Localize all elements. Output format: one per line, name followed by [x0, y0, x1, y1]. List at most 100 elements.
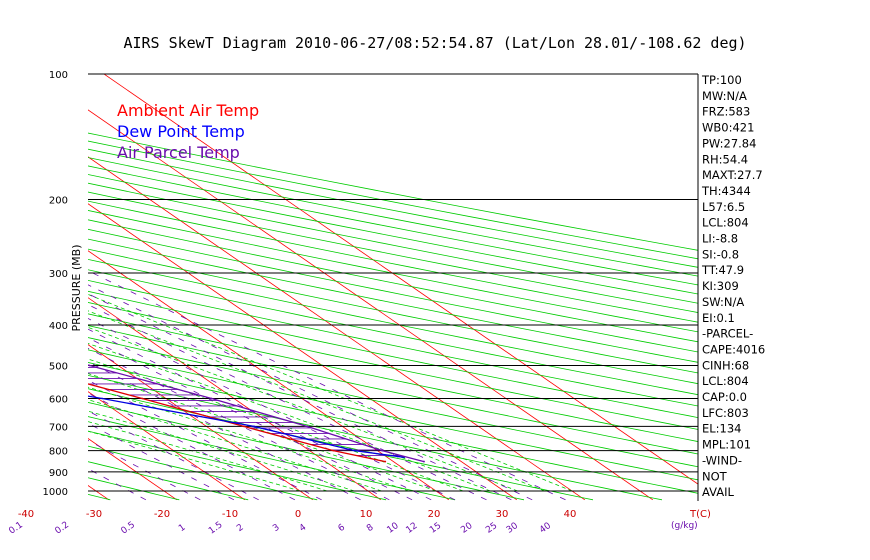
- index-item: L57:6.5: [702, 200, 745, 214]
- dry-adiabat-line: [88, 174, 698, 295]
- dry-adiabat-line: [88, 325, 698, 455]
- isotherm-line: [0, 55, 41, 500]
- dry-adiabat-line: [88, 269, 698, 396]
- dry-adiabat-line: [88, 445, 318, 501]
- dry-adiabat-line: [88, 337, 698, 468]
- mixing-ratio-tick: 3: [271, 523, 281, 534]
- dry-adiabat-line: [88, 200, 698, 323]
- pressure-tick: 100: [49, 70, 68, 81]
- mixing-ratio-tick: 1.5: [207, 520, 224, 536]
- bottom-temp-tick: 40: [564, 509, 577, 520]
- bottom-temp-tick: -20: [154, 509, 170, 520]
- dry-adiabat-line: [88, 290, 698, 419]
- mixing-ratio-tick: 12: [404, 521, 419, 536]
- index-item: SW:N/A: [702, 295, 744, 309]
- dry-adiabat-lines: [88, 132, 698, 501]
- mixing-ratio-tick: 15: [428, 521, 443, 536]
- pressure-tick: 500: [49, 361, 68, 372]
- mixing-ratio-line: [88, 270, 566, 501]
- series-point: [242, 425, 245, 428]
- index-item: MPL:101: [702, 438, 751, 452]
- plot-area: [0, 55, 698, 501]
- dry-adiabat-line: [88, 140, 698, 260]
- dry-adiabat-line: [88, 279, 698, 407]
- dry-adiabat-line: [88, 349, 698, 481]
- series-point: [19, 365, 21, 367]
- bottom-temp-tick: -10: [222, 509, 238, 520]
- series-point: [101, 397, 103, 400]
- series-point: [423, 460, 425, 463]
- isotherm-line: [103, 74, 698, 485]
- pressure-tick: 600: [49, 394, 68, 405]
- index-item: -PARCEL-: [702, 327, 753, 341]
- moist-adiabat-line: [88, 410, 355, 492]
- index-item: TH:4344: [701, 184, 751, 198]
- pressure-tick: 300: [49, 269, 68, 280]
- dry-adiabat-line: [88, 238, 698, 363]
- index-item: NOT: [702, 469, 728, 483]
- isotherm-lines: [0, 55, 698, 501]
- index-item: LCL:804: [702, 216, 749, 230]
- pressure-tick: 900: [49, 468, 68, 479]
- dry-adiabat-line: [88, 148, 698, 268]
- isotherm-line: [88, 109, 654, 501]
- pressure-tick: 700: [49, 422, 68, 433]
- index-item: CINH:68: [702, 358, 749, 372]
- isotherm-line: [88, 391, 246, 501]
- bottom-temp-tick: 0: [295, 509, 301, 520]
- isotherm-line: [88, 297, 382, 501]
- dry-adiabat-line: [88, 461, 249, 501]
- dry-adiabat-line: [88, 219, 698, 343]
- bottom-temp-tick: 10: [360, 509, 373, 520]
- dry-adiabat-line: [88, 416, 456, 501]
- index-item: TT:47.9: [701, 263, 744, 277]
- isotherm-line: [88, 156, 586, 501]
- mixing-ratio-lines: [88, 270, 566, 501]
- mixing-ratio-tick: 0.5: [120, 520, 137, 536]
- dry-adiabat-line: [88, 210, 698, 333]
- index-item: EI:0.1: [702, 311, 735, 325]
- bottom-temp-tick: 20: [428, 509, 441, 520]
- index-item: RH:54.4: [702, 152, 748, 166]
- mixing-ratio-tick: 40: [538, 521, 553, 536]
- moist-adiabat-line: [88, 343, 491, 492]
- series-point: [384, 460, 387, 463]
- mixing-ratio-tick: 20: [459, 521, 474, 536]
- series-point: [353, 449, 356, 452]
- mixing-ratio-line: [88, 379, 322, 501]
- chart-title: AIRS SkewT Diagram 2010-06-27/08:52:54.8…: [123, 34, 747, 52]
- parcel-hatching: [88, 366, 401, 456]
- profile-series: [19, 364, 425, 463]
- mixing-ratio-line: [88, 347, 390, 501]
- series-point: [141, 397, 144, 400]
- series-line: [88, 364, 425, 463]
- pressure-tick: 1000: [43, 487, 68, 498]
- mixing-ratio-axis-label: (g/kg): [671, 521, 698, 531]
- index-item: CAP:0.0: [702, 390, 747, 404]
- pressure-tick: 800: [49, 447, 68, 458]
- pressure-tick: 200: [49, 196, 68, 207]
- index-item: TP:100: [701, 73, 742, 87]
- mixing-ratio-tick: 10: [385, 521, 400, 536]
- index-item: PW:27.84: [702, 136, 756, 150]
- index-item: LI:-8.8: [702, 232, 738, 246]
- series-point: [306, 425, 308, 428]
- mixing-ratio-line: [88, 361, 361, 501]
- isotherm-line: [88, 250, 450, 501]
- bottom-temp-tick: 30: [496, 509, 509, 520]
- dry-adiabat-line: [88, 182, 698, 304]
- dry-adiabat-line: [88, 132, 698, 251]
- mixing-ratio-tick: 8: [365, 522, 376, 534]
- mixing-ratio-tick: 4: [298, 522, 309, 534]
- legend: Ambient Air Temp Dew Point Temp Air Parcel…: [117, 101, 259, 162]
- series-line: [88, 383, 386, 463]
- mixing-ratio-tick: 1: [177, 523, 187, 534]
- dry-adiabat-line: [88, 362, 698, 494]
- index-item: FRZ:583: [702, 105, 750, 119]
- moist-adiabat-line: [88, 430, 301, 492]
- mixing-ratio-tick: 2: [235, 523, 245, 534]
- index-item: MW:N/A: [702, 89, 747, 103]
